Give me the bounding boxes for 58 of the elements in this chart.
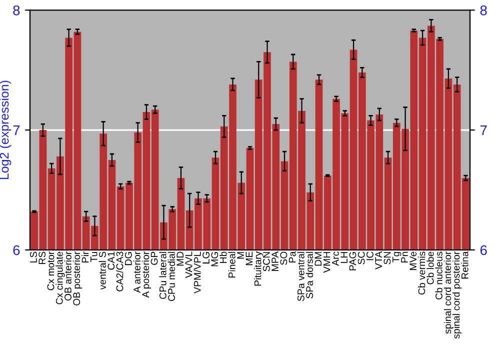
x-tick-label: SO: [280, 252, 288, 265]
x-tick-label: Cx motor: [47, 251, 54, 290]
x-tick-label: Pir: [82, 251, 89, 262]
y-tick-label: 6: [13, 245, 20, 256]
x-tick-label: MVe: [410, 252, 417, 270]
x-tick-label: Tg: [392, 252, 402, 262]
y2-tick-label: 7: [480, 126, 487, 136]
x-tick-label: MG: [211, 252, 218, 266]
x-tick-label: SPa ventral: [297, 252, 304, 302]
x-tick-label: VTA: [375, 251, 382, 270]
x-tick-label: Hb: [220, 252, 227, 263]
x-tick-label: DG: [124, 252, 132, 266]
x-tick-label: Retina: [461, 251, 468, 279]
x-tick-label: A posterior: [142, 251, 151, 298]
x-tick-label: VMH: [323, 252, 330, 273]
x-tick-label: Pa: [288, 251, 296, 262]
x-tick-label: MD: [176, 252, 184, 266]
x-tick-label: GP: [150, 252, 158, 265]
y-axis-title: Log2 (expression): [0, 80, 12, 180]
x-tick-label: Cb nucleus: [435, 252, 442, 300]
x-tick-label: IC: [366, 252, 374, 260]
y-tick-label: 8: [13, 5, 20, 16]
y2-tick-label: 8: [480, 5, 487, 16]
x-tick-label: ventral S: [98, 252, 106, 290]
x-tick-label: SCN: [262, 252, 270, 272]
x-tick-label: CPu lateral: [159, 252, 166, 299]
x-tick-label: Cb lobe: [426, 252, 434, 284]
x-tick-label: Pineal: [228, 252, 236, 278]
x-tick-label: LG: [202, 252, 210, 264]
x-tick-label: CA2/CA3: [116, 252, 124, 292]
x-tick-label: Cx cingulate: [56, 252, 65, 304]
x-tick-label: LS: [30, 252, 37, 262]
x-tick-label: SN: [384, 252, 391, 264]
x-tick-label: OB posterior: [72, 251, 82, 306]
x-tick-label: Tu: [90, 252, 98, 262]
y-tick-label: 7: [13, 126, 20, 136]
x-tick-label: PAG: [349, 252, 356, 270]
x-tick-label: LH: [340, 252, 348, 263]
x-tick-label: ME: [246, 252, 253, 266]
x-tick-label: RS: [38, 252, 46, 264]
x-tick-label: DM: [314, 252, 322, 266]
x-tick-label: VPM/VPL: [194, 252, 201, 294]
x-tick-label: SC: [358, 252, 365, 264]
x-tick-label: VA/VL: [185, 252, 192, 278]
x-tick-label: CPu medial: [168, 252, 175, 302]
x-tick-label: M: [237, 252, 244, 259]
x-tick-label: A anterior: [133, 251, 140, 293]
x-tick-label: spinal cord anterior: [444, 251, 453, 334]
x-tick-label: SPa dorsal: [306, 252, 313, 298]
x-tick-label: Pituitary: [254, 251, 264, 286]
x-tick-label: MPA: [272, 251, 278, 271]
x-tick-label: OB anterior: [64, 251, 72, 301]
x-tick-label: spinal cord posterior: [452, 251, 462, 339]
x-tick-label: CA1: [108, 252, 115, 270]
y2-tick-label: 6: [480, 245, 487, 256]
x-tick-label: Cb vermis: [418, 252, 426, 295]
x-tick-label: Pn: [401, 252, 408, 262]
x-tick-label: Arc: [332, 252, 339, 266]
